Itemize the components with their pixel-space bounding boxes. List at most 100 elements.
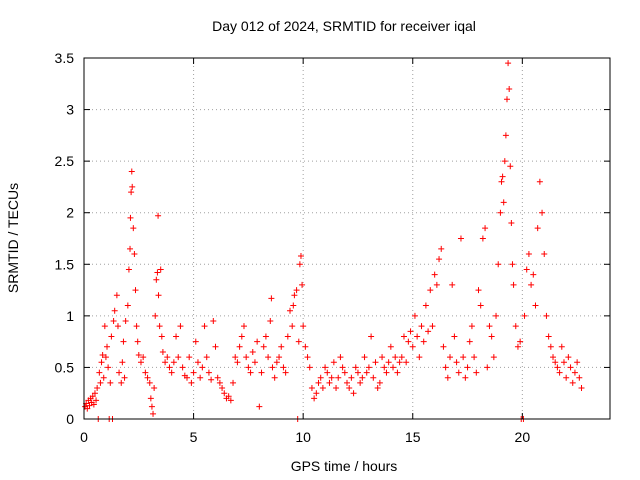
data-point xyxy=(534,225,541,232)
data-point xyxy=(268,295,275,302)
data-point xyxy=(293,287,300,294)
data-point xyxy=(247,369,254,376)
data-point xyxy=(260,343,267,350)
data-point xyxy=(357,379,364,386)
data-point xyxy=(179,364,186,371)
data-point xyxy=(488,333,495,340)
data-point xyxy=(394,369,401,376)
data-point xyxy=(517,338,524,345)
data-point xyxy=(162,359,169,366)
data-point xyxy=(137,359,144,366)
data-point xyxy=(502,132,509,139)
data-point xyxy=(203,354,210,361)
data-point xyxy=(313,390,320,397)
data-point xyxy=(425,328,432,335)
data-point xyxy=(361,354,368,361)
plot-frame xyxy=(83,57,611,420)
data-point xyxy=(433,281,440,288)
data-point xyxy=(346,385,353,392)
data-point xyxy=(154,269,161,276)
data-point xyxy=(381,364,388,371)
data-point xyxy=(127,214,134,221)
data-point xyxy=(328,374,335,381)
data-point xyxy=(547,343,554,350)
data-point xyxy=(271,374,278,381)
data-point xyxy=(567,364,574,371)
data-point xyxy=(125,266,132,273)
data-point xyxy=(273,359,280,366)
data-point xyxy=(122,318,129,325)
data-point xyxy=(296,261,303,268)
y-tick-label: 2.5 xyxy=(55,153,75,169)
data-point xyxy=(201,323,208,330)
data-point xyxy=(151,385,158,392)
data-point xyxy=(120,338,127,345)
data-point xyxy=(212,343,219,350)
data-point xyxy=(177,323,184,330)
data-point xyxy=(493,312,500,319)
data-point xyxy=(153,276,160,283)
data-point xyxy=(311,395,318,402)
data-point xyxy=(576,374,583,381)
data-point xyxy=(240,323,247,330)
data-point xyxy=(554,364,561,371)
data-point xyxy=(256,403,263,410)
data-point xyxy=(392,354,399,361)
data-point xyxy=(157,266,164,273)
data-point xyxy=(114,323,121,330)
data-point xyxy=(521,312,528,319)
data-point xyxy=(221,390,228,397)
data-point xyxy=(449,281,456,288)
data-point xyxy=(291,292,298,299)
data-point xyxy=(528,281,535,288)
data-point xyxy=(133,323,140,330)
data-point xyxy=(144,374,151,381)
data-point xyxy=(532,302,539,309)
data-point xyxy=(302,343,309,350)
data-point xyxy=(245,364,252,371)
data-point xyxy=(440,343,447,350)
data-point xyxy=(132,287,139,294)
data-point xyxy=(197,374,204,381)
x-tick-label: 0 xyxy=(80,429,88,445)
data-point xyxy=(451,333,458,340)
data-point xyxy=(214,374,221,381)
data-point xyxy=(330,359,337,366)
data-point xyxy=(457,235,464,242)
data-point xyxy=(376,379,383,386)
data-point xyxy=(190,369,197,376)
data-point xyxy=(530,271,537,278)
data-points-layer xyxy=(82,60,585,422)
data-point xyxy=(506,85,513,92)
data-point xyxy=(495,261,502,268)
data-point xyxy=(545,333,552,340)
data-point xyxy=(150,410,157,417)
data-point xyxy=(297,253,304,260)
chart-title: Day 012 of 2024, SRMTID for receiver iqa… xyxy=(212,18,476,34)
data-point xyxy=(365,364,372,371)
data-point xyxy=(368,333,375,340)
data-point xyxy=(416,354,423,361)
data-point xyxy=(104,343,111,350)
data-point xyxy=(509,261,516,268)
data-point xyxy=(173,333,180,340)
data-point xyxy=(398,354,405,361)
data-point xyxy=(385,359,392,366)
data-point xyxy=(473,369,480,376)
data-point xyxy=(475,287,482,294)
data-point xyxy=(276,354,283,361)
data-point xyxy=(372,359,379,366)
data-point xyxy=(168,369,175,376)
data-point xyxy=(249,348,256,355)
data-point xyxy=(225,393,232,400)
x-tick-label: 5 xyxy=(190,429,198,445)
data-point xyxy=(508,220,515,227)
data-point xyxy=(94,385,101,392)
data-point xyxy=(536,178,543,185)
y-tick-label: 3.5 xyxy=(55,50,75,66)
data-point xyxy=(158,333,165,340)
data-point xyxy=(118,379,125,386)
data-point xyxy=(91,390,98,397)
data-point xyxy=(278,343,285,350)
data-point xyxy=(102,354,109,361)
